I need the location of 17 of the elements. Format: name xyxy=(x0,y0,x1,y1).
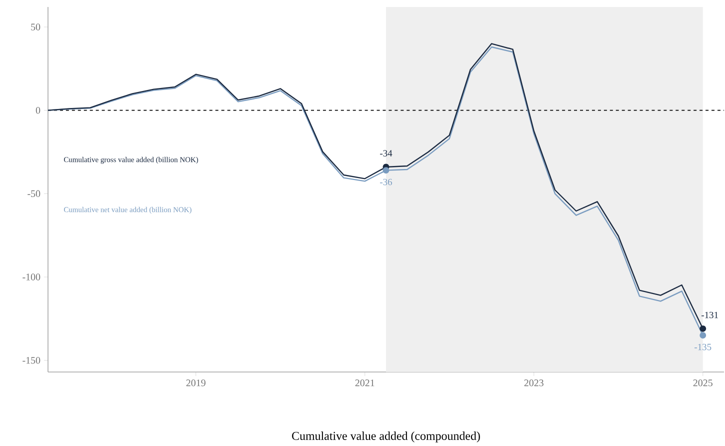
x-axis-title: Cumulative value added (compounded) xyxy=(292,432,480,442)
annotation: -36 xyxy=(380,178,392,186)
annotation: -34 xyxy=(380,150,392,157)
x-tick-label: 2021 xyxy=(355,380,374,386)
x-tick-label: 2025 xyxy=(693,380,712,386)
y-tick-label: -50 xyxy=(28,190,40,198)
x-tick-label: 2023 xyxy=(524,380,544,386)
point xyxy=(382,167,390,174)
x-tick-label: 2019 xyxy=(186,380,206,386)
annotation: -135 xyxy=(694,344,712,350)
y-tick-label: 0 xyxy=(36,106,40,114)
point xyxy=(700,325,706,332)
point xyxy=(700,332,706,339)
y-tick-label: 50 xyxy=(31,24,40,30)
y-tick-label: -150 xyxy=(22,356,40,364)
annotation: -131 xyxy=(702,312,718,318)
y-tick-label: -100 xyxy=(22,274,40,280)
